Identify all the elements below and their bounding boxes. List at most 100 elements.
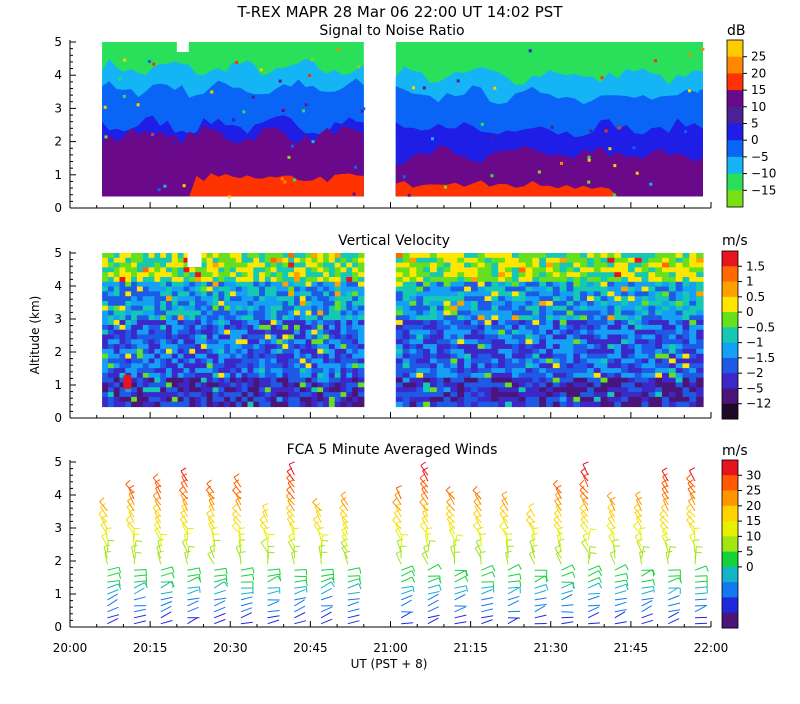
snr-speckle	[282, 109, 285, 112]
velocity-cell	[160, 397, 166, 402]
velocity-cell	[553, 272, 560, 277]
velocity-cell	[519, 363, 526, 368]
wind-barb-staff	[209, 524, 215, 535]
velocity-cell	[505, 253, 512, 258]
snr-speckle	[354, 166, 357, 169]
velocity-cell	[358, 378, 364, 383]
velocity-cell	[311, 387, 317, 392]
velocity-cell	[282, 320, 288, 325]
wind-barb-flag	[126, 480, 130, 484]
snr-speckle	[588, 156, 591, 159]
velocity-cell	[642, 311, 649, 316]
velocity-cell	[306, 325, 312, 330]
velocity-cell	[306, 378, 312, 383]
velocity-cell	[294, 349, 300, 354]
velocity-cell	[450, 387, 457, 392]
velocity-cell	[323, 315, 329, 320]
velocity-cell	[635, 267, 642, 272]
velocity-cell	[628, 277, 635, 282]
snr-speckle	[649, 183, 652, 186]
velocity-cell	[259, 354, 265, 359]
velocity-cell	[396, 282, 403, 287]
velocity-cell	[669, 311, 676, 316]
velocity-cell	[601, 344, 608, 349]
velocity-cell	[662, 387, 669, 392]
velocity-cell	[323, 392, 329, 397]
wind-barb-staff	[561, 565, 572, 570]
velocity-cell	[154, 258, 160, 263]
velocity-cell	[207, 301, 213, 306]
wind-barb-staff	[214, 607, 225, 612]
velocity-cell	[594, 311, 601, 316]
velocity-cell	[573, 263, 580, 268]
velocity-cell	[696, 330, 703, 335]
velocity-cell	[485, 291, 492, 296]
velocity-cell	[689, 296, 696, 301]
velocity-cell	[143, 311, 149, 316]
velocity-cell	[294, 315, 300, 320]
colorbar-label: 25	[751, 50, 766, 64]
velocity-cell	[614, 330, 621, 335]
velocity-cell	[396, 349, 403, 354]
velocity-cell	[323, 359, 329, 364]
velocity-cell	[594, 291, 601, 296]
velocity-cell	[457, 373, 464, 378]
velocity-cell	[341, 354, 347, 359]
velocity-cell	[218, 344, 224, 349]
velocity-cell	[539, 272, 546, 277]
velocity-cell	[300, 339, 306, 344]
velocity-cell	[498, 258, 505, 263]
velocity-cell	[560, 291, 567, 296]
velocity-cell	[430, 373, 437, 378]
velocity-cell	[478, 402, 485, 407]
velocity-cell	[346, 383, 352, 388]
wind-barb-staff	[241, 574, 253, 576]
velocity-cell	[306, 387, 312, 392]
velocity-cell	[423, 258, 430, 263]
velocity-cell	[410, 359, 417, 364]
velocity-cell	[539, 330, 546, 335]
velocity-cell	[201, 287, 207, 292]
velocity-cell	[662, 339, 669, 344]
velocity-cell	[131, 272, 137, 277]
snr-speckle	[281, 177, 284, 180]
wind-barb-staff	[561, 622, 573, 624]
velocity-cell	[512, 272, 519, 277]
velocity-cell	[341, 368, 347, 373]
velocity-cell	[352, 339, 358, 344]
velocity-cell	[601, 311, 608, 316]
velocity-cell	[464, 306, 471, 311]
velocity-cell	[259, 383, 265, 388]
velocity-cell	[573, 349, 580, 354]
velocity-cell	[648, 320, 655, 325]
velocity-cell	[512, 359, 519, 364]
wind-barb-staff	[268, 620, 280, 624]
velocity-cell	[184, 359, 190, 364]
velocity-cell	[166, 359, 172, 364]
velocity-cell	[335, 387, 341, 392]
velocity-cell	[149, 359, 155, 364]
wind-barb-staff	[481, 572, 492, 576]
velocity-cell	[444, 282, 451, 287]
velocity-cell	[689, 359, 696, 364]
velocity-cell	[213, 402, 219, 407]
velocity-cell	[669, 402, 676, 407]
velocity-cell	[416, 383, 423, 388]
wind-barb-staff	[241, 593, 253, 595]
snr-speckle	[529, 49, 532, 52]
velocity-cell	[594, 354, 601, 359]
velocity-cell	[120, 311, 126, 316]
velocity-cell	[218, 392, 224, 397]
velocity-cell	[306, 363, 312, 368]
colorbar-label: 1	[746, 275, 754, 289]
velocity-cell	[532, 287, 539, 292]
velocity-cell	[108, 373, 114, 378]
velocity-cell	[125, 325, 131, 330]
wind-barb-staff	[401, 586, 413, 588]
velocity-cell	[594, 330, 601, 335]
y-tick-label: 0	[54, 620, 62, 634]
velocity-cell	[553, 378, 560, 383]
velocity-cell	[669, 363, 676, 368]
velocity-cell	[114, 320, 120, 325]
